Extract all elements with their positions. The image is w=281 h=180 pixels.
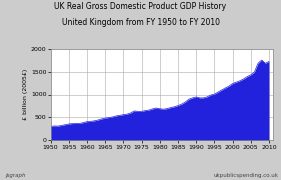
Text: ukpublicspending.co.uk: ukpublicspending.co.uk	[213, 173, 278, 178]
Y-axis label: £ billion (2005£): £ billion (2005£)	[23, 69, 28, 120]
Text: jsgraph: jsgraph	[6, 173, 26, 178]
Text: United Kingdom from FY 1950 to FY 2010: United Kingdom from FY 1950 to FY 2010	[62, 18, 219, 27]
Text: UK Real Gross Domestic Product GDP History: UK Real Gross Domestic Product GDP Histo…	[55, 2, 226, 11]
